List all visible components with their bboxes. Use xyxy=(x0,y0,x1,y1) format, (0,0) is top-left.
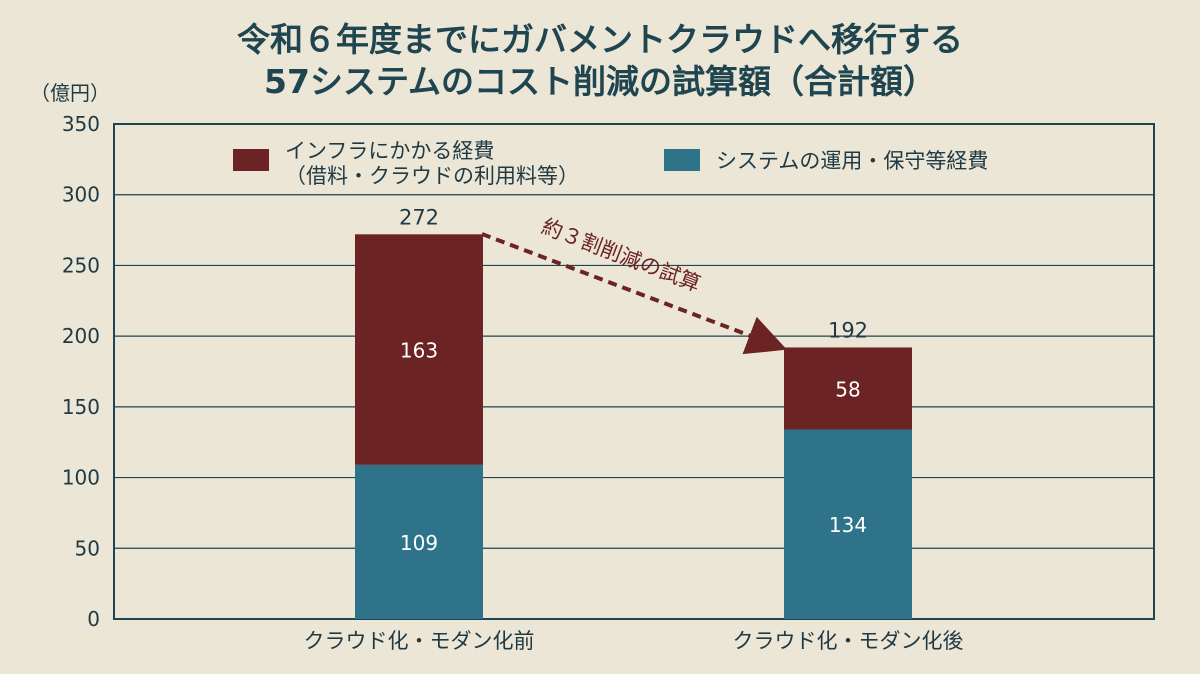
y-tick-label: 100 xyxy=(62,466,100,490)
x-category-label: クラウド化・モダン化後 xyxy=(733,629,964,653)
bar-value-label: 134 xyxy=(829,513,867,537)
y-tick-label: 0 xyxy=(87,607,100,631)
bars: 109 163 272 134 58 192 xyxy=(355,205,912,619)
legend-label-infrastructure-line1: インフラにかかる経費 xyxy=(285,139,494,163)
bar-segment xyxy=(784,429,912,619)
bar-segment xyxy=(784,347,912,430)
bar-segment xyxy=(355,234,483,465)
reduction-arrow xyxy=(481,232,787,355)
legend: インフラにかかる経費 （借料・クラウドの利用料等） システムの運用・保守等経費 xyxy=(233,139,988,188)
grid-lines xyxy=(114,194,1154,549)
x-category-label: クラウド化・モダン化前 xyxy=(304,629,535,653)
legend-label-infrastructure-line2: （借料・クラウドの利用料等） xyxy=(285,164,579,188)
reduction-annotation: 約３割削減の試算 xyxy=(538,214,704,296)
y-tick-label: 250 xyxy=(62,253,100,277)
chart-title-line2: 57システムのコスト削減の試算額（合計額） xyxy=(264,62,936,101)
x-axis-categories: クラウド化・モダン化前 クラウド化・モダン化後 xyxy=(304,629,964,653)
plot-frame xyxy=(113,123,1155,620)
chart-title-line1: 令和６年度までにガバメントクラウドへ移行する xyxy=(237,20,963,59)
y-tick-label: 300 xyxy=(62,183,100,207)
bar-value-label: 58 xyxy=(835,377,860,401)
y-tick-label: 50 xyxy=(75,536,100,560)
legend-swatch-operation xyxy=(664,149,700,171)
bar-value-label: 109 xyxy=(400,531,438,555)
y-tick-label: 350 xyxy=(62,112,100,136)
y-tick-label: 150 xyxy=(62,395,100,419)
bar-total-label: 272 xyxy=(399,205,439,229)
legend-swatch-infrastructure xyxy=(233,149,269,171)
bar-total-label: 192 xyxy=(828,318,868,342)
y-axis-label: （億円） xyxy=(30,81,110,105)
y-axis-ticks: 0 50 100 150 200 250 300 350 xyxy=(62,112,100,631)
bar-segment xyxy=(355,464,483,619)
legend-label-operation: システムの運用・保守等経費 xyxy=(716,149,988,173)
bar-value-label: 163 xyxy=(400,339,438,363)
y-tick-label: 200 xyxy=(62,324,100,348)
